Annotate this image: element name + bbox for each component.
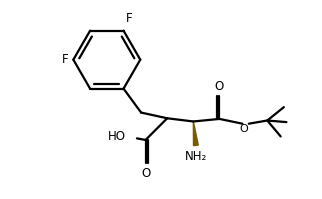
Polygon shape [193,121,198,146]
Text: O: O [141,167,150,180]
Text: NH₂: NH₂ [185,149,207,163]
Text: F: F [62,53,69,66]
Text: F: F [126,12,133,25]
Text: HO: HO [108,130,126,143]
Text: O: O [215,80,224,93]
Text: O: O [240,124,248,134]
